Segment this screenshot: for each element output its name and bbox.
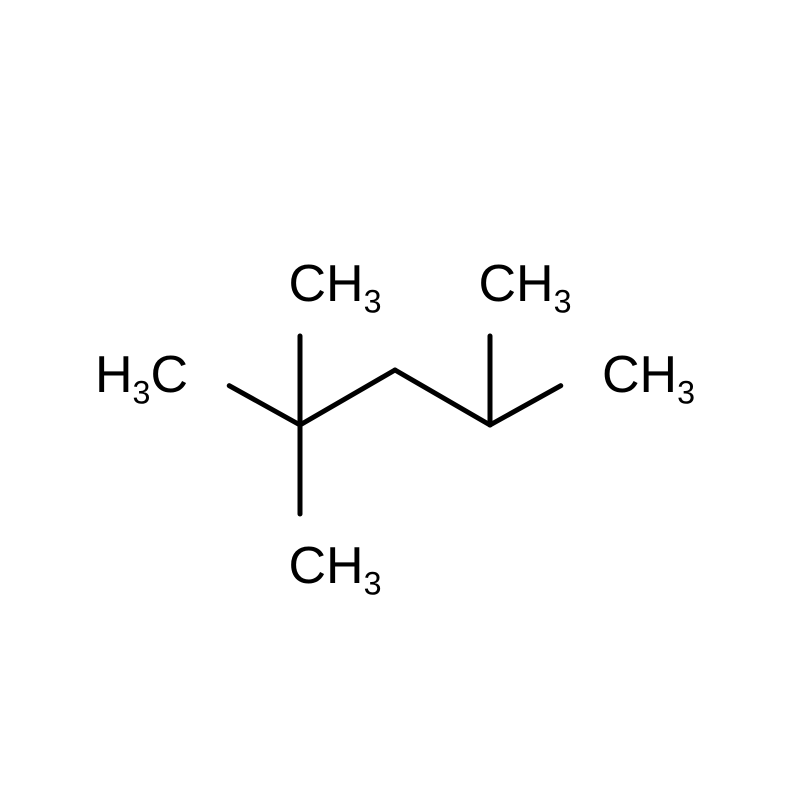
bond-c2-c3 <box>300 370 395 425</box>
atom-label-m4: CH3 <box>478 258 571 310</box>
atom-label-c1: H3C <box>95 349 188 401</box>
atom-label-c5: CH3 <box>602 349 695 401</box>
atom-label-m2b: CH3 <box>288 540 381 592</box>
molecule-diagram: H3C CH3 CH3 CH3 CH3 <box>0 0 800 800</box>
bond-c4-c5 <box>490 386 561 425</box>
bond-c1-c2 <box>229 386 300 425</box>
bond-c3-c4 <box>395 370 490 425</box>
atom-label-m2a: CH3 <box>288 258 381 310</box>
